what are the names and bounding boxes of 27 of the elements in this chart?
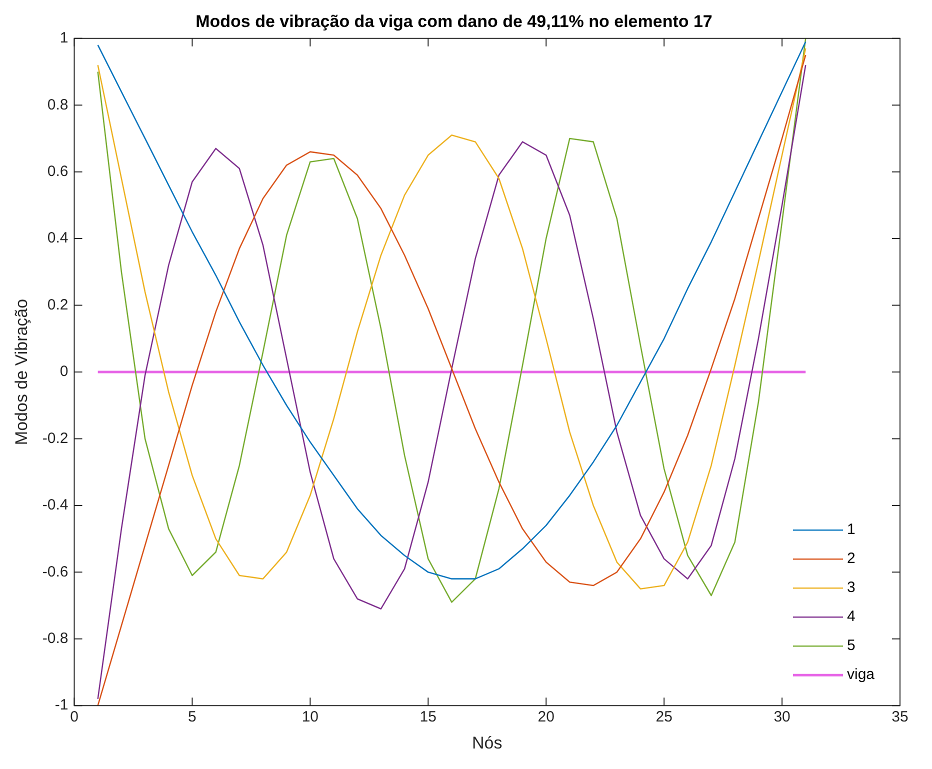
y-tick-label: 0.8: [47, 96, 68, 114]
x-tick-label: 15: [420, 708, 436, 726]
x-tick-label: 30: [774, 708, 790, 726]
legend-label: viga: [847, 666, 876, 684]
x-tick-label: 25: [656, 708, 672, 726]
y-tick-label: 0.2: [47, 296, 68, 314]
x-tick-label: 10: [302, 708, 319, 726]
y-tick-label: -0.8: [42, 630, 68, 648]
y-tick-label: -1: [54, 696, 68, 714]
y-tick-label: 0.6: [47, 162, 68, 180]
y-tick-label: 0: [60, 363, 68, 380]
x-tick-label: 35: [892, 708, 908, 726]
chart-title: Modos de vibração da viga com dano de 49,11% no elemento 17: [196, 12, 712, 31]
legend-label: 1: [847, 521, 856, 538]
y-axis-title: Modos de Vibração: [12, 298, 31, 446]
x-axis-title: Nós: [472, 733, 502, 752]
y-tick-label: -0.2: [42, 430, 68, 447]
y-tick-label: -0.4: [42, 496, 68, 514]
legend-label: 4: [847, 608, 856, 626]
legend-label: 3: [847, 579, 856, 596]
legend-label: 2: [847, 550, 856, 568]
x-tick-label: 20: [538, 708, 554, 726]
y-tick-label: 0.4: [47, 230, 68, 247]
x-tick-label: 5: [188, 708, 196, 726]
y-tick-label: -0.6: [42, 563, 68, 580]
legend-label: 5: [847, 637, 856, 654]
y-tick-label: 1: [60, 30, 68, 47]
